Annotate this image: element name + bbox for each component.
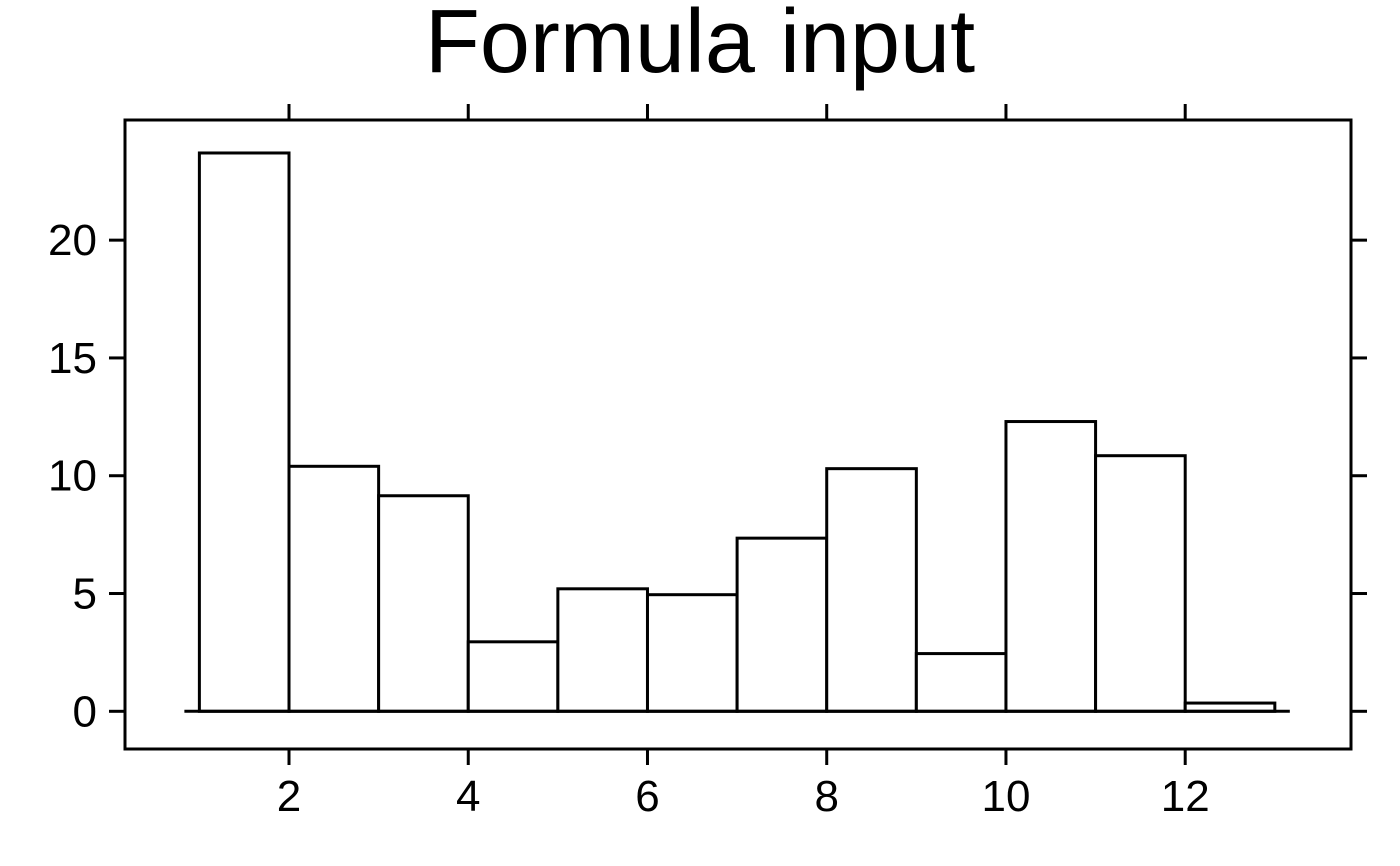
bars-group [197,151,1277,713]
histogram-bar [556,587,649,713]
x-tick-label: 8 [814,772,838,821]
x-tick-label: 4 [456,772,480,821]
y-tick-label: 20 [48,216,97,265]
x-tick-label: 12 [1161,772,1210,821]
histogram-bar [197,151,291,713]
histogram-bar [645,593,739,713]
histogram-bar [287,464,381,713]
y-tick-label: 0 [73,687,97,736]
x-tick-label: 10 [981,772,1030,821]
histogram-bar [825,467,918,713]
y-tick-label: 5 [73,570,97,619]
histogram-bar [914,652,1008,713]
histogram-bar [466,640,560,713]
axis-ticks-group: 2 4 6 8 10 12 0 5 10 15 20 [48,104,1367,821]
x-tick-label: 2 [277,772,301,821]
histogram-bar [735,536,829,713]
histogram-bar [1004,420,1098,713]
chart-title: Formula input [425,0,975,92]
histogram-bar [377,494,470,713]
histogram-bar [1094,454,1187,713]
x-tick-label: 6 [635,772,659,821]
y-tick-label: 10 [48,452,97,501]
y-tick-label: 15 [48,334,97,383]
plot-frame [123,118,1353,751]
